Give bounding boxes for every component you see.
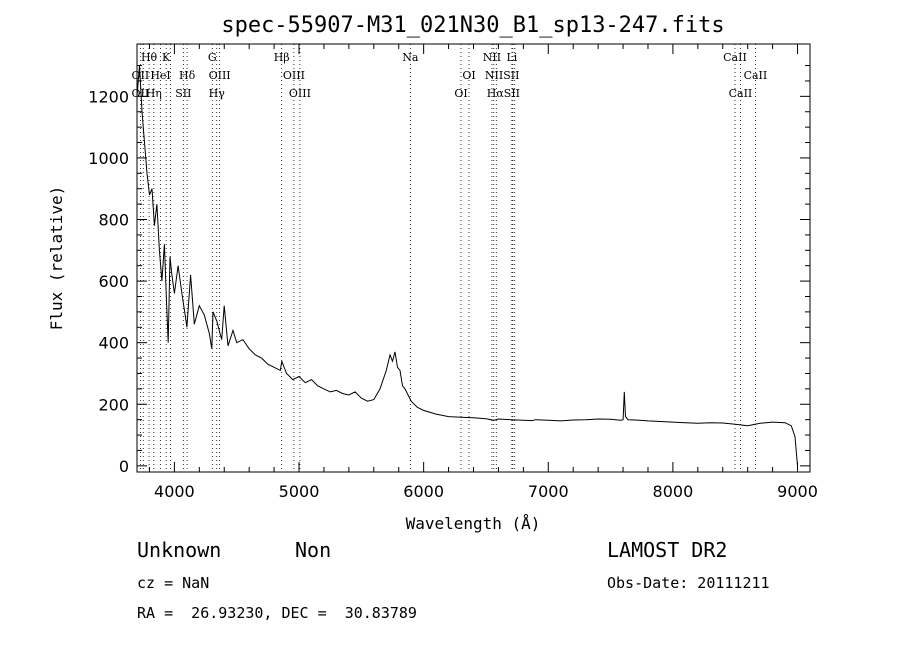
line-label: HαSII bbox=[487, 87, 520, 100]
line-label: CaII bbox=[744, 69, 768, 82]
line-label: OIII bbox=[209, 69, 231, 82]
line-label: NII bbox=[483, 51, 501, 64]
y-tick-label: 600 bbox=[98, 272, 129, 291]
line-label: Hη bbox=[146, 87, 162, 100]
x-tick-label: 8000 bbox=[653, 482, 694, 501]
x-tick-label: 6000 bbox=[403, 482, 444, 501]
line-label: SII bbox=[175, 87, 191, 100]
y-tick-label: 400 bbox=[98, 334, 129, 353]
line-label: Na bbox=[402, 51, 419, 64]
line-label: G bbox=[208, 51, 217, 64]
x-tick-label: 5000 bbox=[279, 482, 320, 501]
y-tick-label: 1200 bbox=[88, 87, 129, 106]
obs-date: Obs-Date: 20111211 bbox=[607, 574, 770, 592]
line-label: Hθ bbox=[141, 51, 158, 64]
line-label: OIII bbox=[289, 87, 311, 100]
line-label: Hγ bbox=[209, 87, 226, 100]
axis-ticks: 4000 5000 6000 7000 8000 9000 0 200 400 600 800 100… bbox=[88, 44, 818, 501]
line-label: OIII bbox=[283, 69, 305, 82]
y-axis-label: Flux (relative) bbox=[47, 186, 66, 331]
line-label: K bbox=[162, 51, 171, 64]
x-tick-label: 9000 bbox=[777, 482, 818, 501]
plot-frame bbox=[136, 43, 811, 473]
redshift-value: cz = NaN bbox=[137, 574, 210, 592]
line-label: Li bbox=[506, 51, 517, 64]
line-label: OI bbox=[462, 69, 475, 82]
object-subclass: Non bbox=[295, 538, 332, 562]
x-tick-label: 7000 bbox=[528, 482, 569, 501]
line-label: OI bbox=[454, 87, 467, 100]
line-label: HeI bbox=[150, 69, 170, 82]
line-marks bbox=[139, 44, 756, 472]
y-tick-label: 200 bbox=[98, 395, 129, 414]
coordinates: RA = 26.93230, DEC = 30.83789 bbox=[137, 604, 417, 622]
line-label: CaII bbox=[729, 87, 753, 100]
survey-label: LAMOST DR2 bbox=[607, 538, 728, 562]
y-tick-label: 0 bbox=[119, 457, 129, 476]
object-class: Unknown bbox=[137, 538, 222, 562]
x-tick-label: 4000 bbox=[154, 482, 195, 501]
x-axis-label: Wavelength (Å) bbox=[406, 514, 541, 533]
y-tick-label: 1000 bbox=[88, 149, 129, 168]
chart-title: spec-55907-M31_021N30_B1_sp13-247.fits bbox=[221, 13, 724, 38]
line-label: Hδ bbox=[179, 69, 196, 82]
y-tick-label: 800 bbox=[98, 211, 129, 230]
line-label: NIISII bbox=[485, 69, 520, 82]
line-label: Hβ bbox=[274, 51, 290, 64]
spectrum-line bbox=[136, 65, 798, 466]
line-label: CaII bbox=[723, 51, 747, 64]
